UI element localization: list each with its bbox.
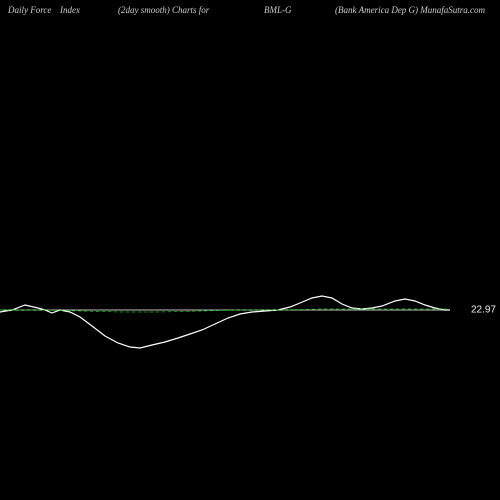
chart-svg — [0, 20, 500, 500]
series-force-index-white — [0, 296, 450, 348]
hdr-source: (Bank America Dep G) MunafaSutra.com — [335, 5, 485, 15]
baseline-value-label: 22.97 — [471, 305, 496, 316]
hdr-daily-force: Daily Force — [8, 5, 51, 15]
hdr-ticker: BML-G — [264, 5, 292, 15]
hdr-smooth: (2day smooth) Charts for — [118, 5, 209, 15]
hdr-index: Index — [60, 5, 80, 15]
chart-header: Daily Force Index (2day smooth) Charts f… — [0, 5, 500, 21]
chart-area: 22.97 — [0, 20, 500, 500]
